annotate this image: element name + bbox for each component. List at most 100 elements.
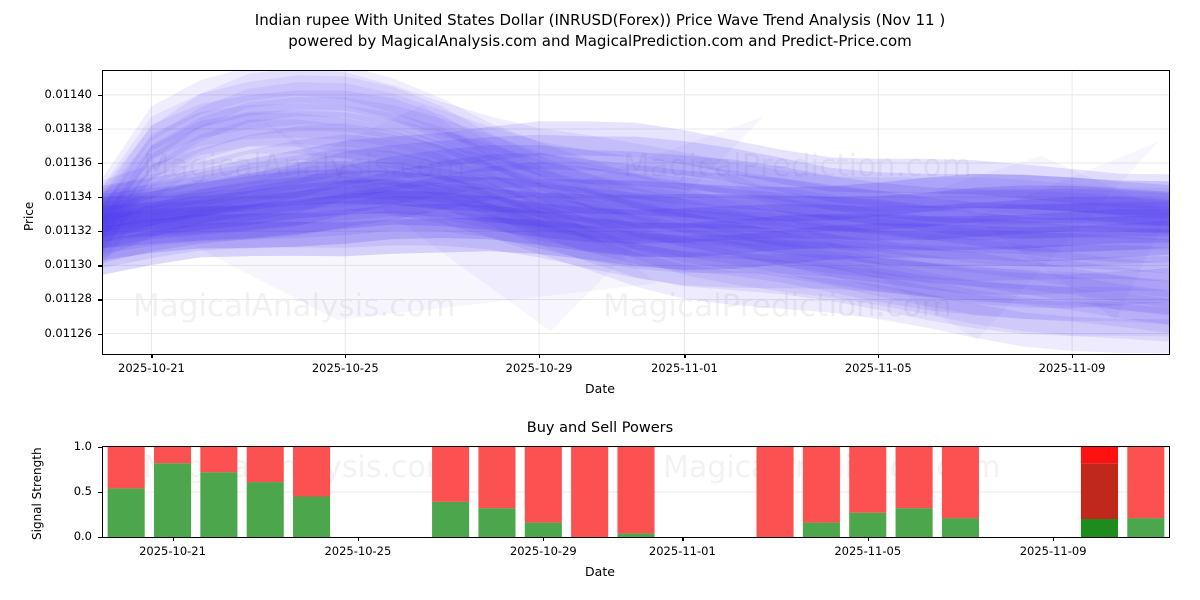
price-ytick-label: 0.01134 <box>44 189 92 204</box>
powers-title: Buy and Sell Powers <box>526 420 674 436</box>
price-wave-band <box>103 97 1169 241</box>
powers-bar-buy-segment <box>802 522 840 537</box>
price-xtick-label: 2025-10-21 <box>118 361 185 375</box>
watermark-text: MagicalAnalysis.com <box>143 148 465 184</box>
powers-bar[interactable] <box>802 447 840 537</box>
powers-bar-sell-segment <box>941 447 979 519</box>
price-ytick-mark <box>98 265 102 267</box>
price-xtick-label: 2025-11-09 <box>1038 361 1106 375</box>
powers-bar[interactable] <box>107 447 145 537</box>
price-ytick-label: 0.01128 <box>44 291 92 306</box>
powers-bar[interactable] <box>246 447 284 537</box>
powers-bar[interactable] <box>849 447 887 537</box>
powers-bar[interactable] <box>432 447 470 537</box>
price-ytick-mark <box>98 163 102 165</box>
price-wave-band <box>103 75 1169 308</box>
powers-bar-dark-red <box>1080 463 1119 519</box>
price-ytick-label: 0.01136 <box>44 155 92 170</box>
price-wave-band <box>103 196 1169 295</box>
powers-bar[interactable] <box>617 447 655 537</box>
powers-ytick-mark <box>98 492 102 494</box>
price-xtick-mark <box>345 354 347 358</box>
price-ytick-mark <box>98 231 102 233</box>
powers-bar-sell-segment <box>246 447 284 483</box>
price-ytick-mark <box>98 94 102 97</box>
powers-bar-buy-segment <box>849 512 887 537</box>
powers-bar[interactable] <box>941 447 979 537</box>
powers-bar-sell-segment <box>1127 447 1165 519</box>
powers-bar[interactable] <box>571 447 609 537</box>
price-wave-band <box>103 217 1169 275</box>
price-wave-svg: MagicalAnalysis.com MagicalPrediction.com… <box>103 71 1169 354</box>
powers-ytick-label: 1.0 <box>73 439 92 453</box>
powers-bar[interactable] <box>756 447 794 537</box>
powers-bar[interactable] <box>1080 447 1119 537</box>
powers-bar-sell-segment <box>524 447 562 523</box>
powers-bar[interactable] <box>1127 447 1165 537</box>
price-wave-band <box>103 211 1169 309</box>
price-ytick-mark <box>98 197 102 199</box>
price-ytick-label: 0.01132 <box>44 223 92 238</box>
powers-bar-sell-segment <box>153 447 192 464</box>
price-xtick-mark <box>684 354 686 358</box>
powers-bar-buy-segment <box>478 508 516 537</box>
price-xtick-label: 2025-10-29 <box>505 361 573 375</box>
powers-axis-label-x: Date <box>585 564 615 579</box>
price-wave-band <box>103 144 1169 237</box>
price-ytick-label: 0.01140 <box>44 86 92 101</box>
price-ytick-mark <box>98 333 102 335</box>
powers-xtick-mark <box>357 537 360 541</box>
price-ytick-label: 0.01126 <box>44 325 92 340</box>
powers-bar-buy-segment <box>246 482 284 537</box>
powers-bar[interactable] <box>895 447 933 537</box>
price-ytick-label: 0.01138 <box>44 120 92 135</box>
powers-bar[interactable] <box>524 447 562 537</box>
powers-ytick-label: 0.5 <box>73 484 92 498</box>
powers-bar-sell-segment <box>432 447 470 502</box>
powers-xtick-label: 2025-10-29 <box>509 544 577 558</box>
powers-xtick-label: 2025-11-05 <box>834 544 902 558</box>
price-wave-band <box>103 82 1169 233</box>
price-wave-band <box>103 176 1169 354</box>
powers-bar[interactable] <box>200 447 238 537</box>
price-wave-band <box>103 103 1169 325</box>
price-wave-band <box>103 90 1169 316</box>
powers-bar-sell-segment <box>571 447 609 537</box>
price-wave-band <box>103 110 1169 254</box>
powers-bar-buy-segment <box>432 501 470 537</box>
watermark-text: MagicalPrediction.com <box>603 288 952 324</box>
price-wave-band <box>103 112 1169 337</box>
powers-bar-buy-segment <box>895 508 933 537</box>
price-wave-band <box>103 161 1169 263</box>
powers-xtick-label: 2025-10-25 <box>324 544 392 558</box>
powers-bar-sell-segment <box>895 447 933 509</box>
powers-bar-dark-green <box>1080 519 1119 537</box>
price-ytick-mark <box>98 299 102 301</box>
watermark-text: MagicalAnalysis.com <box>133 288 455 324</box>
price-xtick-mark <box>1072 354 1074 358</box>
powers-bar-buy-segment <box>200 472 238 537</box>
price-wave-band <box>103 148 1169 333</box>
price-wave-band <box>103 163 1169 342</box>
price-wave-band <box>103 160 1169 264</box>
powers-bar-buy-segment <box>524 522 562 537</box>
price-xtick-mark <box>878 354 880 358</box>
price-wave-band <box>103 134 1169 228</box>
page-title: Indian rupee With United States Dollar (… <box>0 10 1200 52</box>
powers-xtick-mark <box>682 537 684 541</box>
price-wave-plot-area: MagicalAnalysis.com MagicalPrediction.com… <box>102 70 1170 355</box>
powers-bar[interactable] <box>478 447 516 537</box>
price-wave-band <box>103 190 1169 249</box>
powers-bar[interactable] <box>153 447 192 537</box>
title-line-1: Indian rupee With United States Dollar (… <box>254 11 946 29</box>
powers-ytick-mark <box>98 447 102 449</box>
price-xtick-label: 2025-11-01 <box>651 361 718 375</box>
title-line-2: powered by MagicalAnalysis.com and Magic… <box>288 32 912 50</box>
price-axis-label-x: Date <box>585 381 615 396</box>
powers-bar-sell-segment <box>756 447 794 537</box>
powers-bar[interactable] <box>293 447 331 537</box>
powers-xtick-label: 2025-11-09 <box>1019 544 1087 558</box>
price-wave-overlay <box>934 155 1169 320</box>
